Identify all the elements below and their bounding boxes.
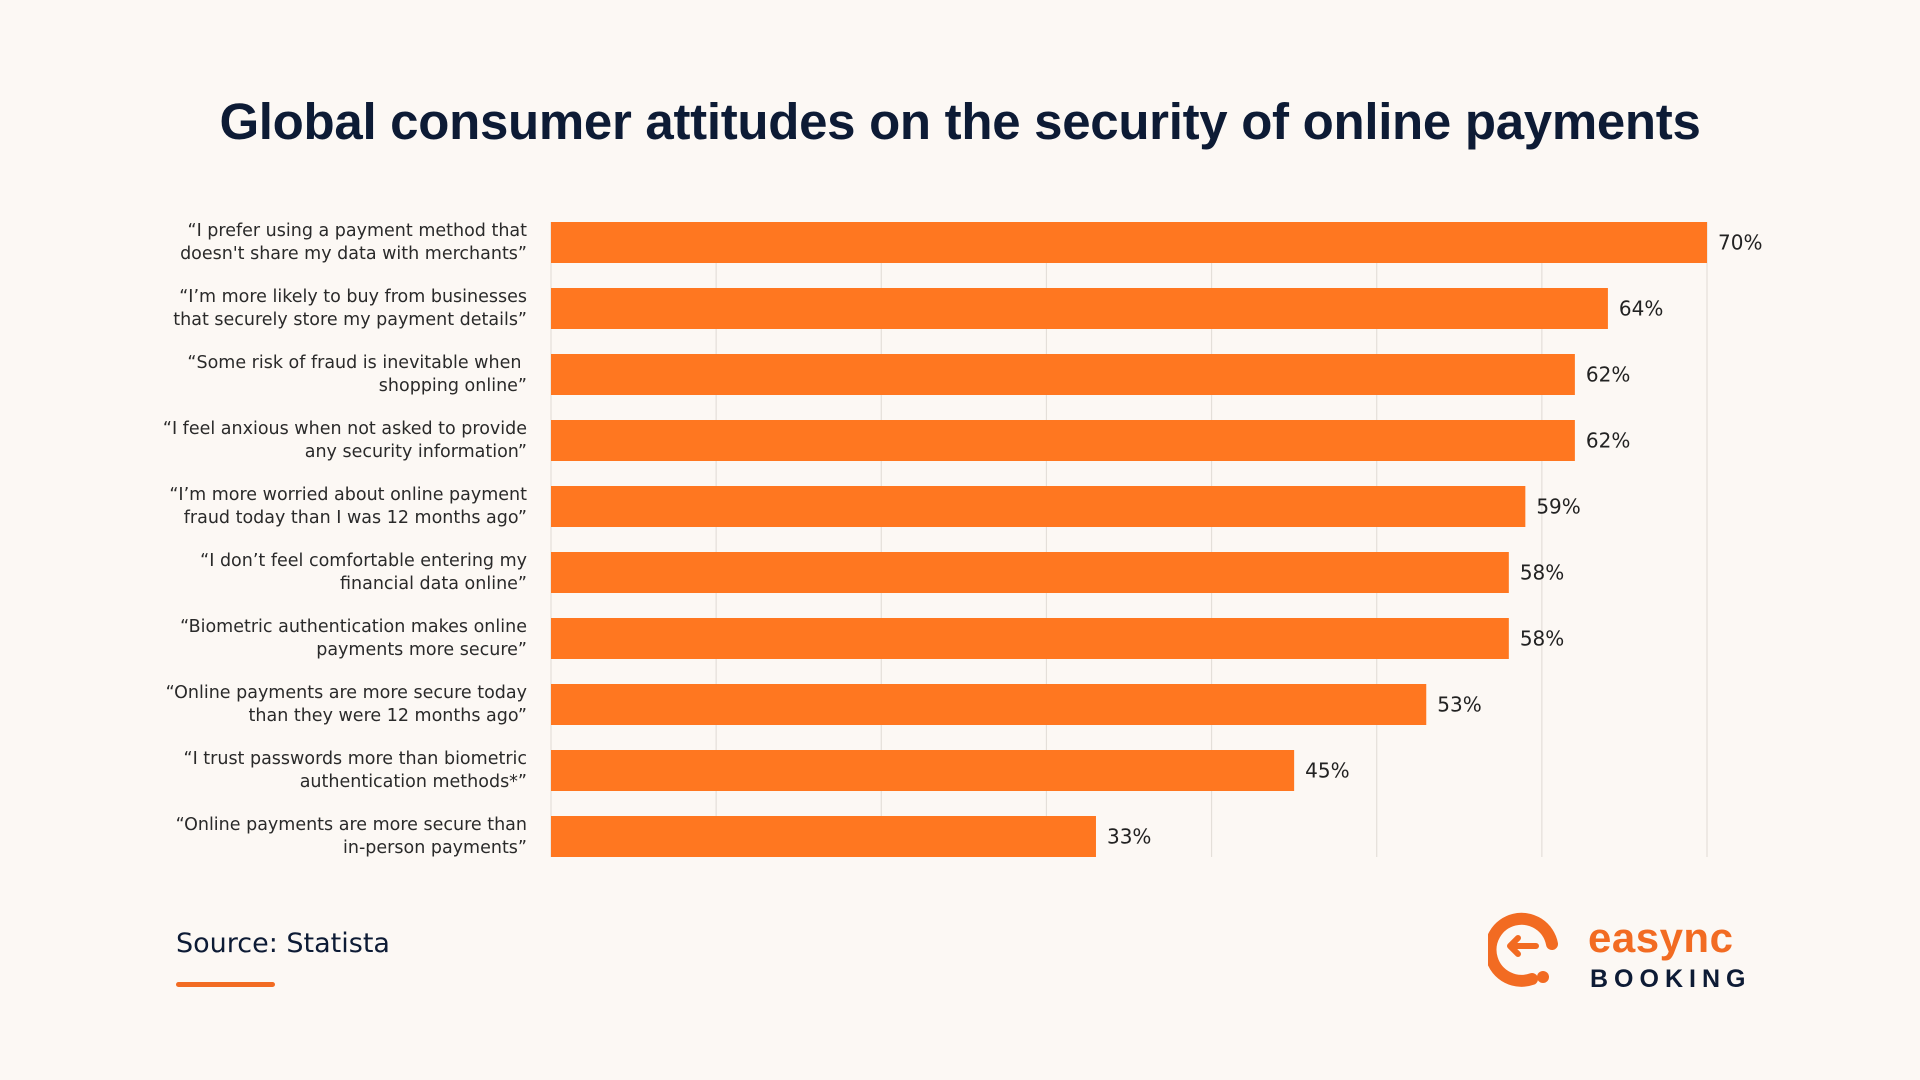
category-label: “I prefer using a payment method that doe… [180, 221, 527, 264]
data-label: 59% [1536, 495, 1580, 519]
source-note: Source: Statista [176, 928, 390, 959]
category-label: “Some risk of fraud is inevitable when s… [187, 353, 527, 396]
data-label: 58% [1520, 561, 1564, 585]
bar [551, 684, 1427, 725]
bar [551, 618, 1509, 659]
data-label: 33% [1107, 825, 1151, 849]
data-label: 70% [1718, 231, 1762, 255]
data-label: 45% [1305, 759, 1349, 783]
data-label: 58% [1520, 627, 1564, 651]
bar [551, 552, 1509, 593]
category-labels: “I prefer using a payment method that doe… [163, 221, 527, 858]
bar [551, 420, 1575, 461]
bar [551, 750, 1295, 791]
bar [551, 288, 1608, 329]
category-label: “Biometric authentication makes online pa… [180, 617, 527, 660]
logo-wordmark-top: easync [1588, 914, 1733, 961]
chart-title: Global consumer attitudes on the securit… [219, 93, 1701, 150]
easync-booking-logo: easync BOOKING [1488, 912, 1751, 993]
category-label: “I feel anxious when not asked to provid… [163, 419, 527, 462]
logo-e-arrow-icon [1488, 912, 1558, 987]
category-label: “Online payments are more secure today th… [166, 683, 527, 726]
category-label: “I don’t feel comfortable entering my fin… [200, 551, 527, 594]
data-label: 53% [1437, 693, 1481, 717]
bar [551, 816, 1096, 857]
data-label: 62% [1586, 363, 1630, 387]
category-label: “I’m more likely to buy from businesses t… [173, 287, 527, 330]
value-labels: 70% 64% 62% 62% 59% 58% 58% 53% 45% 33% [1107, 231, 1762, 849]
bar-chart: “I prefer using a payment method that doe… [163, 221, 1763, 858]
category-label: “I’m more worried about online payment fr… [169, 485, 527, 528]
bars [551, 222, 1707, 857]
source-underline [176, 982, 275, 987]
data-label: 64% [1619, 297, 1663, 321]
data-label: 62% [1586, 429, 1630, 453]
bar [551, 222, 1707, 263]
bar [551, 486, 1526, 527]
logo-wordmark-bottom: BOOKING [1590, 965, 1751, 993]
category-label: “Online payments are more secure than in-… [176, 815, 527, 858]
category-label: “I trust passwords more than biometric au… [184, 749, 528, 792]
bar [551, 354, 1575, 395]
